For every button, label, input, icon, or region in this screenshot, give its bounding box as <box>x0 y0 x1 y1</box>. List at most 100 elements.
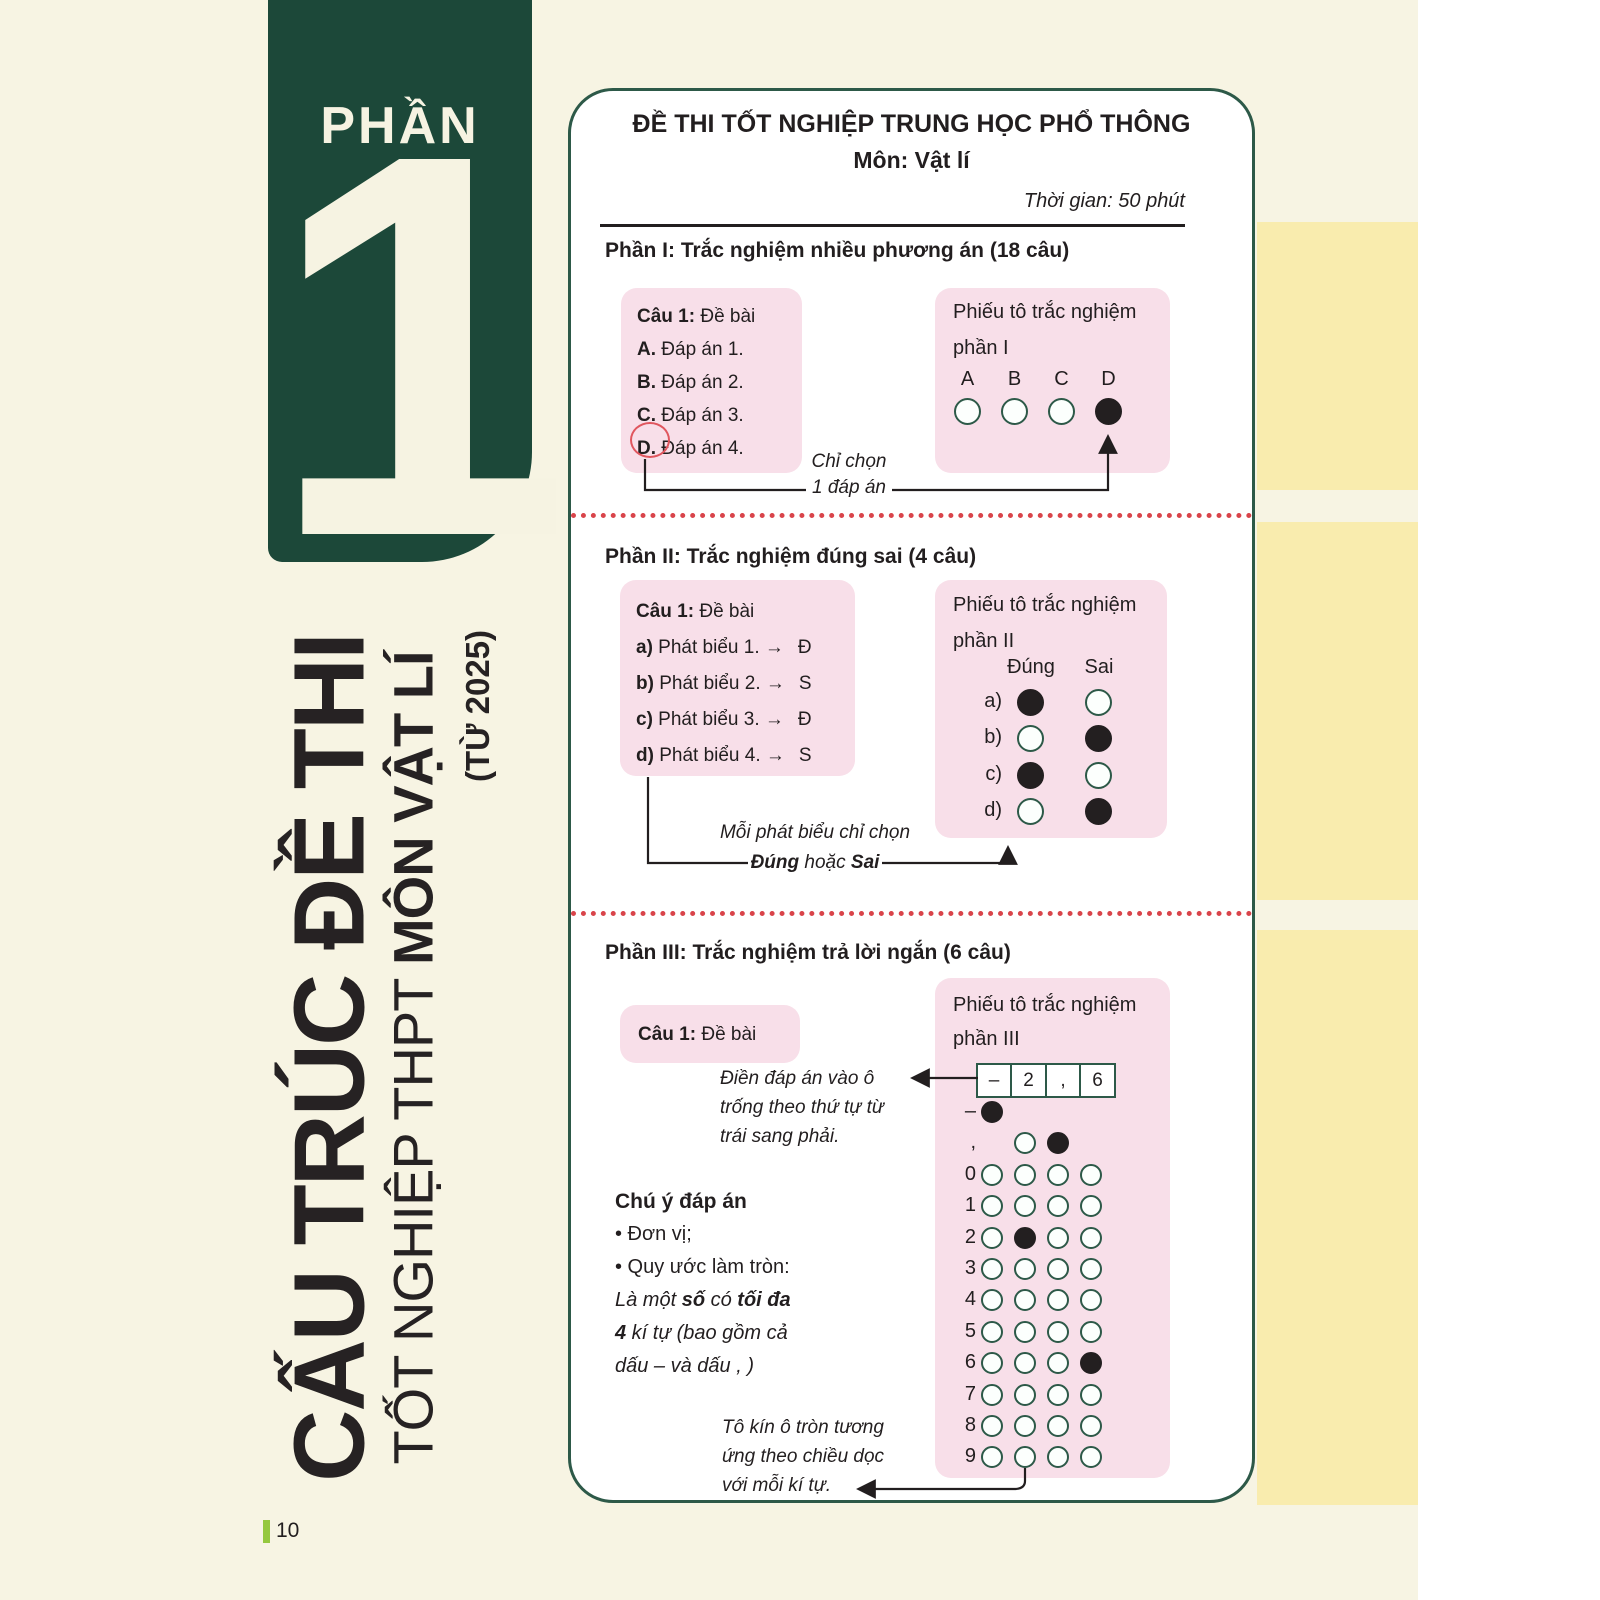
grid-bubble <box>1047 1383 1069 1406</box>
answer-cell-3: , <box>1044 1063 1082 1098</box>
part2-note: Mỗi phát biểu chỉ chọn Đúng hoặc Sai <box>700 818 930 878</box>
part1-sheet-title-2: phần I <box>953 337 1009 359</box>
fill-note-3: trái sang phải. <box>720 1126 840 1147</box>
exam-title: ĐỀ THI TỐT NGHIỆP TRUNG HỌC PHỔ THÔNG <box>632 110 1191 138</box>
vertical-title-sub: TỐT NGHIỆP THPT MÔN VẬT LÍ <box>381 651 446 1464</box>
grid-bubble <box>1014 1415 1036 1437</box>
choice-A: A <box>954 368 981 425</box>
yellow-band-3 <box>1257 930 1418 1505</box>
fill-note-1: Điền đáp án vào ô <box>720 1068 875 1089</box>
grid-bubble <box>1080 1195 1102 1218</box>
title-divider <box>600 224 1185 227</box>
part1-note: Chỉ chọn 1 đáp án <box>809 449 889 501</box>
part3-shade-note: Tô kín ô tròn tương ứng theo chiều dọc v… <box>722 1413 884 1500</box>
choice-C: C <box>1048 368 1075 425</box>
grid-bubble <box>1014 1163 1036 1186</box>
part1-sheet-title-1: Phiếu tô trắc nghiệm <box>953 301 1137 323</box>
p2-row-b): b) <box>935 725 1167 753</box>
p2-row-c): c) <box>935 761 1167 789</box>
bubble-dung <box>1017 798 1044 826</box>
answer-cell-2: 2 <box>1010 1063 1047 1098</box>
grid-row-4: 4 <box>935 1288 1170 1312</box>
grid-bubble <box>981 1226 1003 1249</box>
fill-note-2: trống theo thứ tự từ <box>720 1097 884 1118</box>
grid-bubble <box>1080 1163 1102 1186</box>
bubble-A <box>954 398 981 425</box>
part1-option-b: B. Đáp án 2. <box>637 372 744 393</box>
part2-statement-a: a) Phát biểu 1. → Đ <box>636 637 812 658</box>
part3-fill-note: Điền đáp án vào ô trống theo thứ tự từ t… <box>720 1064 884 1151</box>
grid-bubble <box>1014 1289 1036 1312</box>
bubble-sai <box>1085 725 1112 753</box>
grid-bubble <box>1080 1446 1102 1469</box>
grid-bubble <box>1080 1258 1102 1280</box>
part2-sheet-title-1: Phiếu tô trắc nghiệm <box>953 594 1137 616</box>
choice-letter-A: A <box>960 368 975 390</box>
grid-bubble <box>1047 1446 1069 1469</box>
part3-header: Phần III: Trắc nghiệm trả lời ngắn (6 câ… <box>605 941 1011 964</box>
choice-D: D <box>1095 368 1122 425</box>
part2-statement-b: b) Phát biểu 2. → S <box>636 673 812 694</box>
part3-question-title: Câu 1: Đề bài <box>638 1023 757 1045</box>
choice-letter-B: B <box>1007 368 1022 390</box>
part-number-box <box>268 0 532 562</box>
vertical-title-main: CẤU TRÚC ĐỀ THI <box>273 634 386 1482</box>
part2-col-true: Đúng <box>1007 656 1055 678</box>
section-divider-2 <box>571 911 1252 916</box>
grid-bubble <box>1014 1320 1036 1343</box>
grid-bubble <box>981 1383 1003 1406</box>
grid-bubble <box>1080 1226 1102 1249</box>
part2-statement-c: c) Phát biểu 3. → Đ <box>636 709 812 730</box>
part1-note-line1: Chỉ chọn <box>811 451 887 472</box>
grid-bubble <box>981 1446 1003 1469</box>
grid-bubble <box>1047 1226 1069 1249</box>
grid-row-label: , <box>970 1131 976 1154</box>
part2-col-false: Sai <box>1084 656 1114 678</box>
grid-row-label: 4 <box>964 1288 976 1311</box>
selected-option-circle <box>630 422 670 458</box>
grid-bubble <box>1080 1352 1102 1375</box>
grid-row-5: 5 <box>935 1319 1170 1343</box>
part3-sheet-title-2: phần III <box>953 1028 1020 1050</box>
grid-row-label: 0 <box>964 1162 976 1185</box>
grid-row-label: 7 <box>964 1382 976 1405</box>
grid-bubble <box>1080 1320 1102 1343</box>
part3-attention: Chú ý đáp án • Đơn vị; • Quy ước làm trò… <box>615 1185 791 1383</box>
grid-row-1: 1 <box>935 1194 1170 1218</box>
attention-italic-2: 4 kí tự (bao gồm cả <box>615 1322 788 1344</box>
part2-question-box: Câu 1: Đề bài a) Phát biểu 1. → Đ b) Phát… <box>620 580 855 776</box>
part1-question-title: Câu 1: Đề bài <box>637 306 756 327</box>
grid-row-label: 8 <box>964 1414 976 1436</box>
bubble-D <box>1095 398 1122 425</box>
bubble-B <box>1001 398 1028 425</box>
grid-row-7: 7 <box>935 1382 1170 1406</box>
part2-note-line2: Đúng hoặc Sai <box>750 852 880 873</box>
grid-bubble <box>1080 1383 1102 1406</box>
part2-header: Phần II: Trắc nghiệm đúng sai (4 câu) <box>605 545 977 568</box>
part2-sheet-title-2: phần II <box>953 630 1015 652</box>
grid-bubble <box>1047 1163 1069 1186</box>
grid-bubble <box>1047 1195 1069 1218</box>
bubble-C <box>1048 398 1075 425</box>
attention-bullet-2: • Quy ước làm tròn: <box>615 1256 790 1278</box>
grid-bubble <box>981 1352 1003 1375</box>
grid-row-label: 5 <box>964 1319 976 1342</box>
part2-question-title: Câu 1: Đề bài <box>636 601 755 622</box>
grid-bubble <box>1014 1195 1036 1218</box>
grid-bubble <box>1014 1446 1036 1469</box>
grid-row-0: 0 <box>935 1162 1170 1186</box>
bubble-dung <box>1017 689 1044 716</box>
part-word: PHẦN <box>320 97 480 155</box>
grid-bubble <box>1014 1226 1036 1249</box>
answer-cell-1: – <box>975 1063 1013 1098</box>
p1-bubble-row: A B C D <box>954 368 1122 425</box>
p2-row-label: b) <box>984 726 1002 749</box>
answer-cells: –2, 6 <box>975 1063 1116 1098</box>
grid-row-label: 3 <box>964 1257 976 1279</box>
part2-statement-d: d) Phát biểu 4. → S <box>636 745 812 766</box>
part-number: 1 <box>268 42 572 650</box>
grid-row-2: 2 <box>935 1226 1170 1249</box>
choice-letter-C: C <box>1054 368 1069 390</box>
part3-sheet-title-1: Phiếu tô trắc nghiệm <box>953 994 1137 1016</box>
